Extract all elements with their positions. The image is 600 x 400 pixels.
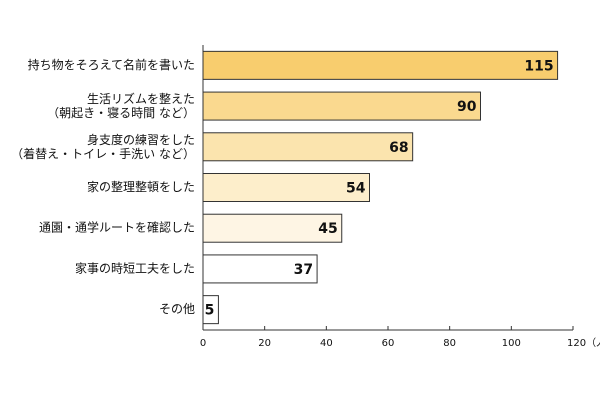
value-label: 45	[318, 221, 337, 237]
bar	[202, 91, 481, 121]
x-tick-label: 20	[258, 338, 271, 349]
bar	[202, 132, 414, 162]
bar	[202, 213, 343, 243]
bar	[202, 295, 219, 325]
x-tick-label: 0	[200, 338, 206, 349]
category-label: 身支度の練習をした（着替え・トイレ・手洗い など）	[11, 131, 195, 160]
value-label: 68	[389, 140, 408, 156]
value-label: 37	[294, 262, 313, 278]
category-label: 家の整理整頓をした	[87, 179, 195, 194]
x-tick-label: 120（人）	[567, 337, 600, 349]
value-label: 90	[457, 99, 477, 115]
x-tick-label: 80	[443, 338, 456, 349]
category-label: その他	[159, 302, 195, 316]
value-label: 5	[205, 303, 215, 319]
bar	[202, 50, 559, 80]
category-label: 通園・通学ルートを確認した	[39, 220, 195, 235]
x-tick-label: 40	[320, 338, 333, 349]
value-label: 115	[524, 58, 553, 74]
bar	[202, 173, 370, 202]
category-label: 生活リズムを整えた（朝起き・寝る時間 など）	[47, 91, 195, 120]
x-tick-label: 100	[502, 338, 521, 349]
category-label: 持ち物をそろえて名前を書いた	[28, 57, 195, 72]
x-tick-label: 60	[382, 338, 395, 349]
value-label: 54	[346, 181, 366, 197]
bar	[202, 254, 318, 284]
category-label: 家事の時短工夫をした	[75, 260, 195, 275]
